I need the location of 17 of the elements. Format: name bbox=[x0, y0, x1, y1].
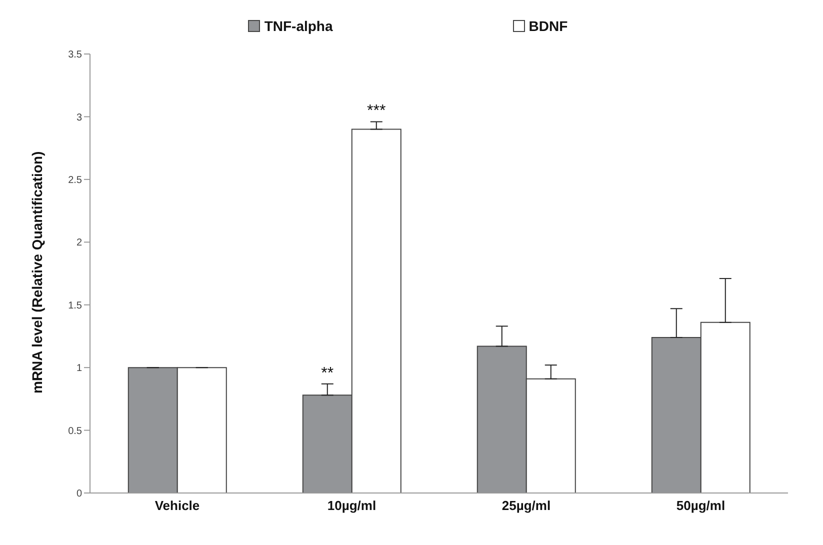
x-tick-label: 25µg/ml bbox=[502, 498, 551, 514]
x-tick-label: 50µg/ml bbox=[676, 498, 726, 514]
y-tick-label: 1.5 bbox=[68, 300, 82, 312]
y-tick-label: 1 bbox=[76, 363, 82, 374]
annotation: ** bbox=[321, 364, 334, 382]
y-tick-label: 0 bbox=[76, 488, 82, 500]
y-tick-label: 3.5 bbox=[68, 50, 82, 61]
y-tick-label: 2.5 bbox=[68, 174, 82, 186]
y-tick-label: 3 bbox=[76, 112, 82, 124]
legend-label: BDNF bbox=[528, 18, 568, 34]
legend-label: TNF-alpha bbox=[264, 18, 333, 34]
y-tick-label: 0.5 bbox=[68, 426, 82, 437]
y-axis-title: mRNA level (Relative Quantification) bbox=[28, 151, 45, 394]
y-tick-label: 2 bbox=[76, 238, 82, 249]
annotation: *** bbox=[367, 102, 386, 120]
x-tick-label: 10µg/ml bbox=[327, 498, 376, 514]
x-tick-label: Vehicle bbox=[154, 498, 200, 514]
